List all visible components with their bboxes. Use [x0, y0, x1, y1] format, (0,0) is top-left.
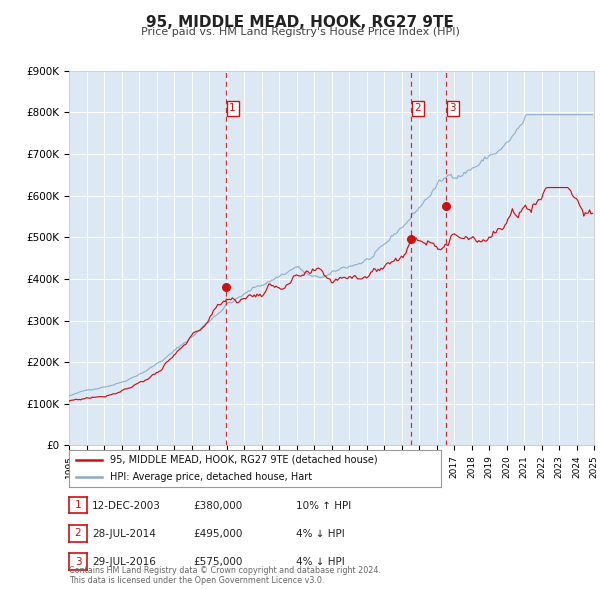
Text: Contains HM Land Registry data © Crown copyright and database right 2024.
This d: Contains HM Land Registry data © Crown c…: [69, 566, 381, 585]
Text: HPI: Average price, detached house, Hart: HPI: Average price, detached house, Hart: [110, 472, 312, 481]
Text: Price paid vs. HM Land Registry's House Price Index (HPI): Price paid vs. HM Land Registry's House …: [140, 27, 460, 37]
Text: 29-JUL-2016: 29-JUL-2016: [92, 558, 155, 567]
Text: 1: 1: [229, 103, 236, 113]
Text: 95, MIDDLE MEAD, HOOK, RG27 9TE: 95, MIDDLE MEAD, HOOK, RG27 9TE: [146, 15, 454, 30]
Text: 2: 2: [74, 529, 82, 538]
Text: 28-JUL-2014: 28-JUL-2014: [92, 529, 155, 539]
Text: £575,000: £575,000: [194, 558, 243, 567]
Text: £380,000: £380,000: [194, 501, 243, 510]
Text: 95, MIDDLE MEAD, HOOK, RG27 9TE (detached house): 95, MIDDLE MEAD, HOOK, RG27 9TE (detache…: [110, 455, 377, 464]
Text: 10% ↑ HPI: 10% ↑ HPI: [296, 501, 351, 510]
Text: £495,000: £495,000: [194, 529, 243, 539]
Text: 4% ↓ HPI: 4% ↓ HPI: [296, 529, 344, 539]
Text: 12-DEC-2003: 12-DEC-2003: [92, 501, 161, 510]
Text: 4% ↓ HPI: 4% ↓ HPI: [296, 558, 344, 567]
Text: 3: 3: [74, 557, 82, 566]
Text: 1: 1: [74, 500, 82, 510]
Text: 2: 2: [415, 103, 421, 113]
Text: 3: 3: [449, 103, 456, 113]
